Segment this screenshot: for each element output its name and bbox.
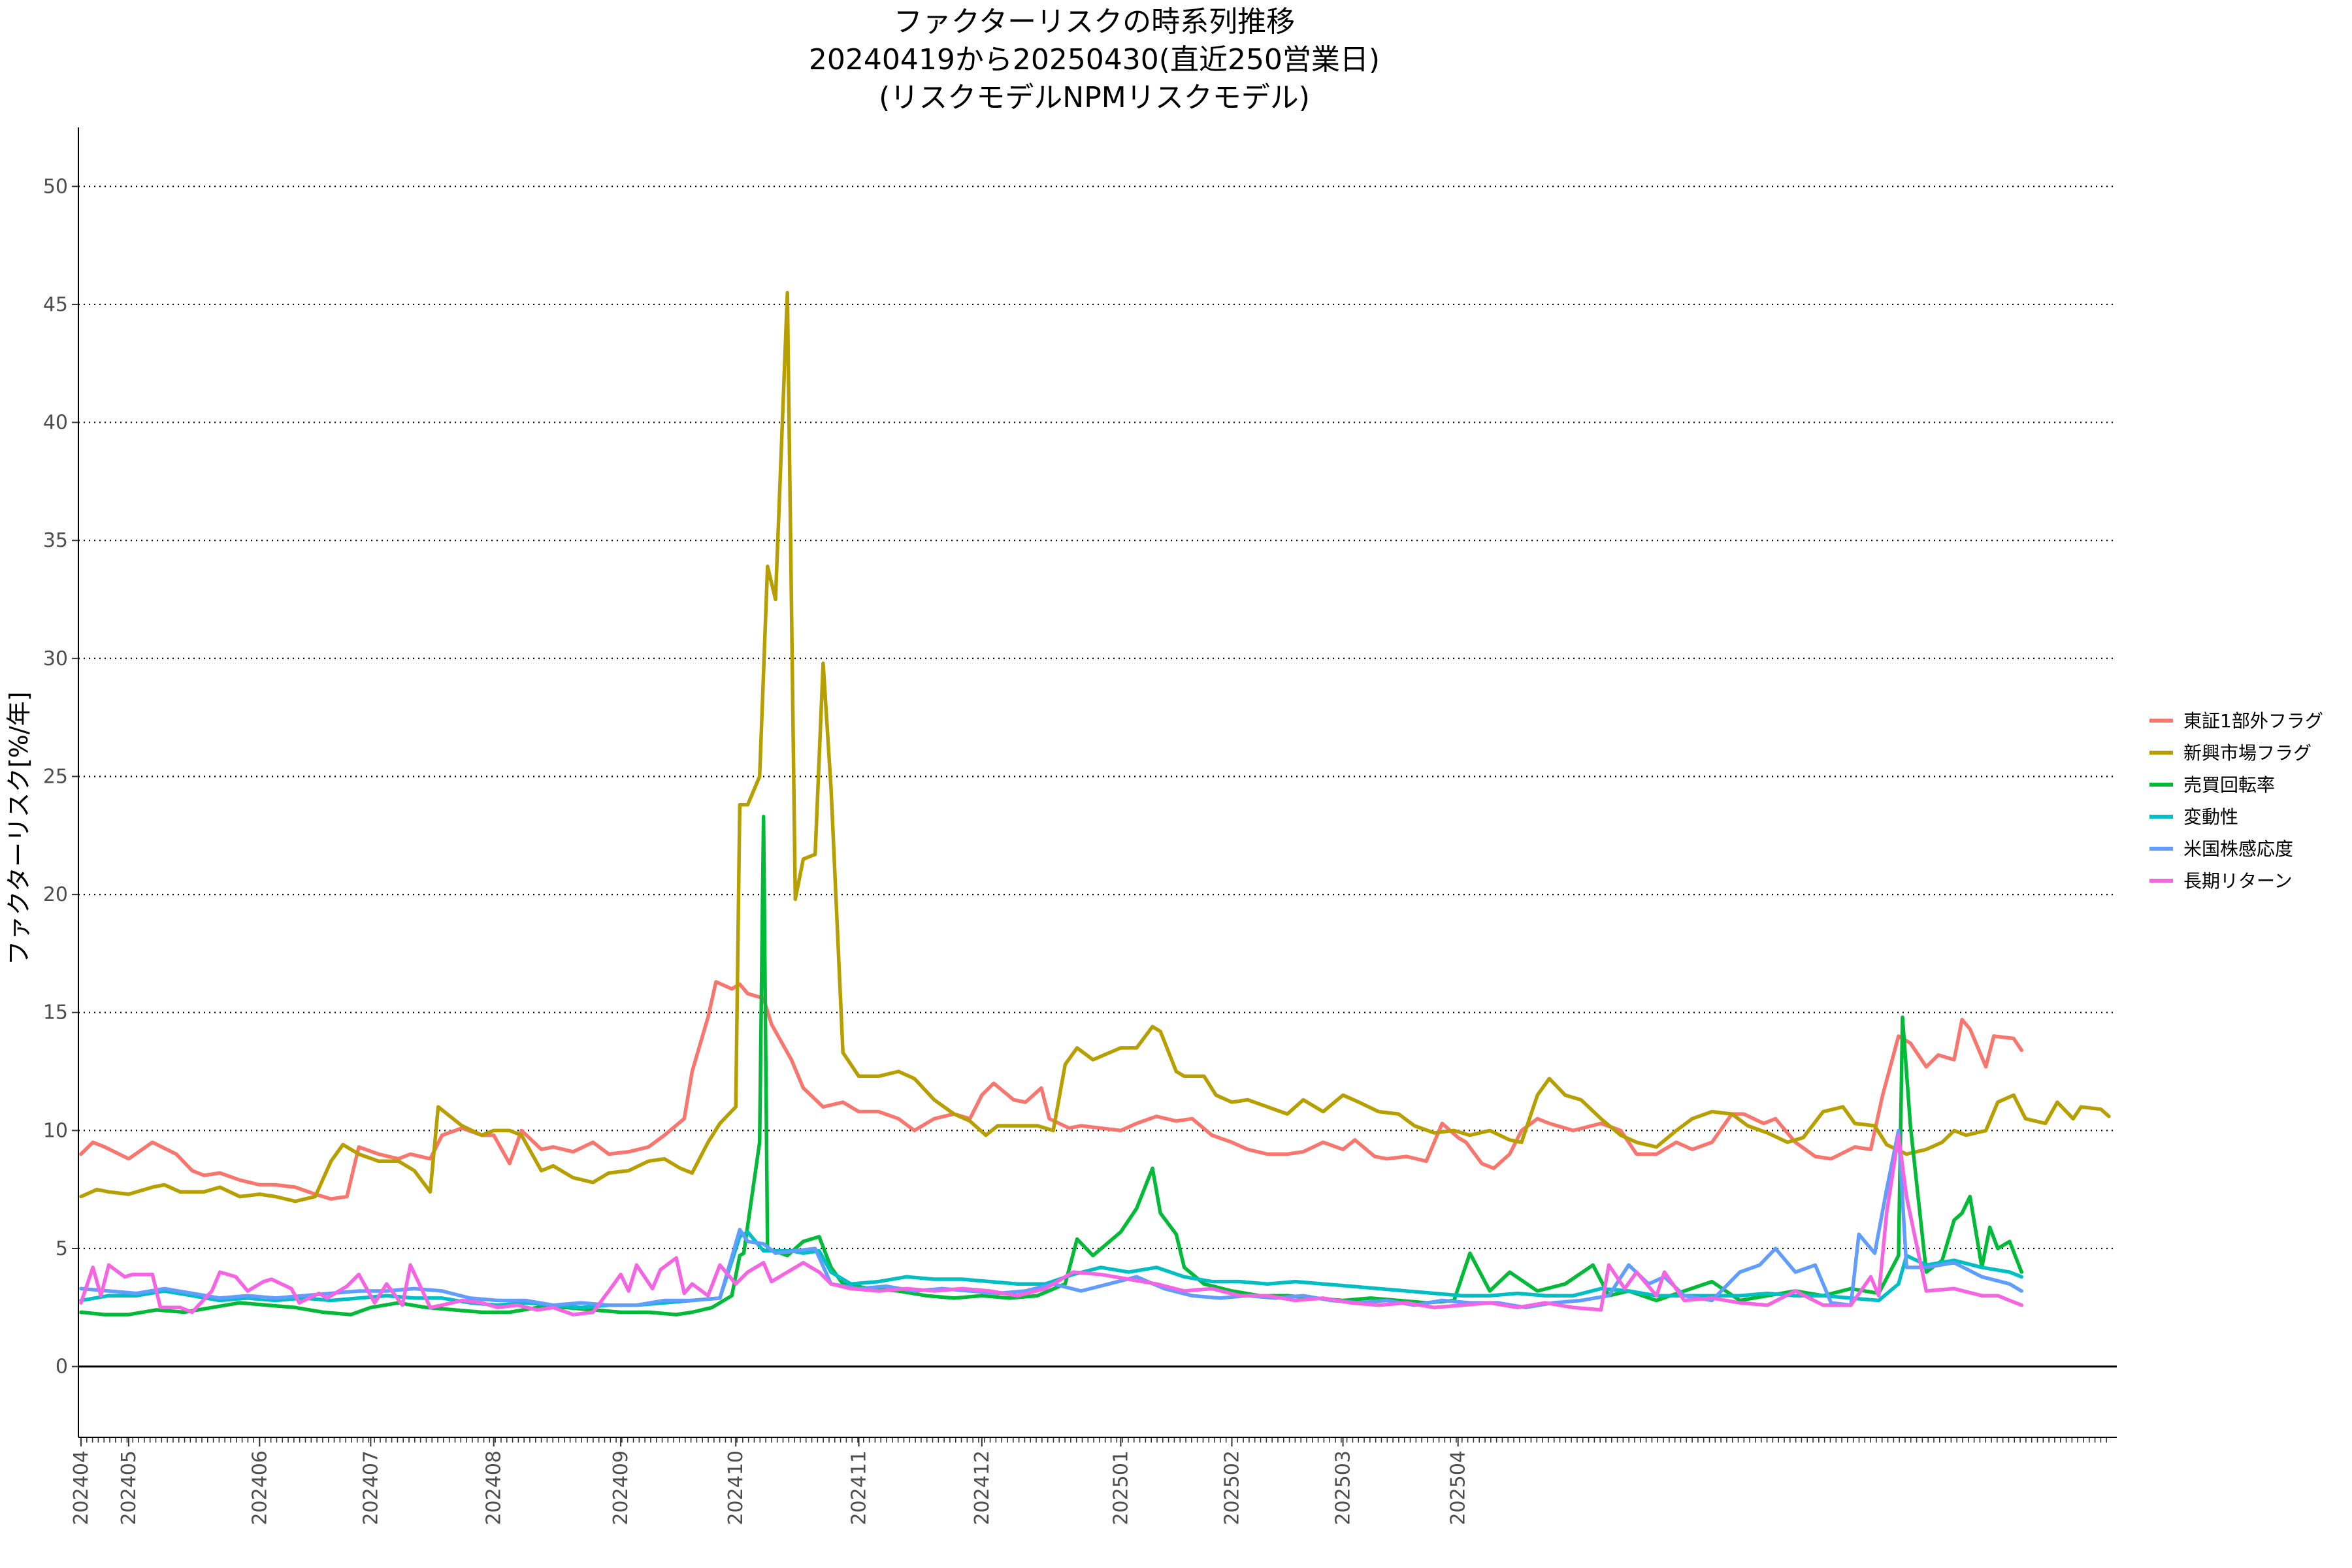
y-axis-label: ファクターリスク[%/年] <box>5 691 33 965</box>
y-tick-label: 5 <box>56 1237 68 1260</box>
y-tick-label: 20 <box>43 883 68 906</box>
x-tick-label: 202407 <box>359 1450 382 1526</box>
y-tick-label: 35 <box>43 529 68 552</box>
series-lines <box>79 291 2111 1316</box>
x-tick-label: 202405 <box>118 1450 140 1526</box>
series-line-6 <box>79 1133 2023 1316</box>
legend-label: 東証1部外フラグ <box>2183 710 2323 732</box>
y-tick-label: 45 <box>43 293 68 316</box>
series-line-2 <box>79 291 2111 1203</box>
x-tick-label: 202404 <box>70 1450 93 1526</box>
legend-label: 売買回転率 <box>2183 774 2275 796</box>
y-tick-label: 10 <box>43 1119 68 1142</box>
x-axis-ticks: 202404 202405 202406 202407 202408 202409 2024… <box>70 1437 2108 1526</box>
x-tick-label: 202408 <box>483 1450 506 1526</box>
y-axis-ticks: 0 5 10 15 20 25 30 35 40 45 50 <box>43 175 78 1379</box>
chart-subtitle: 20240419から20250430(直近250営業日) <box>809 43 1380 76</box>
x-tick-label: 202504 <box>1447 1450 1470 1526</box>
x-tick-label: 202406 <box>248 1450 271 1526</box>
legend-label: 米国株感応度 <box>2183 838 2293 860</box>
y-tick-label: 50 <box>43 175 68 198</box>
y-tick-label: 30 <box>43 647 68 670</box>
y-tick-label: 15 <box>43 1002 68 1024</box>
chart-title: ファクターリスクの時系列推移 <box>894 5 1295 39</box>
y-tick-label: 0 <box>56 1356 68 1379</box>
series-line-3 <box>79 815 2023 1316</box>
legend-label: 変動性 <box>2183 806 2238 828</box>
x-tick-label: 202411 <box>848 1450 871 1526</box>
y-tick-label: 40 <box>43 412 68 434</box>
series-line-1 <box>79 980 2023 1201</box>
x-tick-label: 202503 <box>1332 1450 1355 1526</box>
chart-subtitle-model: (リスクモデルNPMリスクモデル) <box>879 81 1310 114</box>
x-tick-label: 202501 <box>1109 1450 1132 1526</box>
legend-label: 新興市場フラグ <box>2183 742 2311 764</box>
grid-lines <box>78 186 2117 1250</box>
x-tick-label: 202412 <box>971 1450 994 1526</box>
x-tick-label: 202502 <box>1220 1450 1243 1526</box>
x-tick-label: 202409 <box>610 1450 632 1526</box>
series-line-4 <box>79 1230 2023 1310</box>
y-tick-label: 25 <box>43 765 68 788</box>
x-tick-label: 202410 <box>725 1450 747 1526</box>
legend-label: 長期リターン <box>2183 870 2293 892</box>
series-line-5 <box>79 1128 2023 1310</box>
